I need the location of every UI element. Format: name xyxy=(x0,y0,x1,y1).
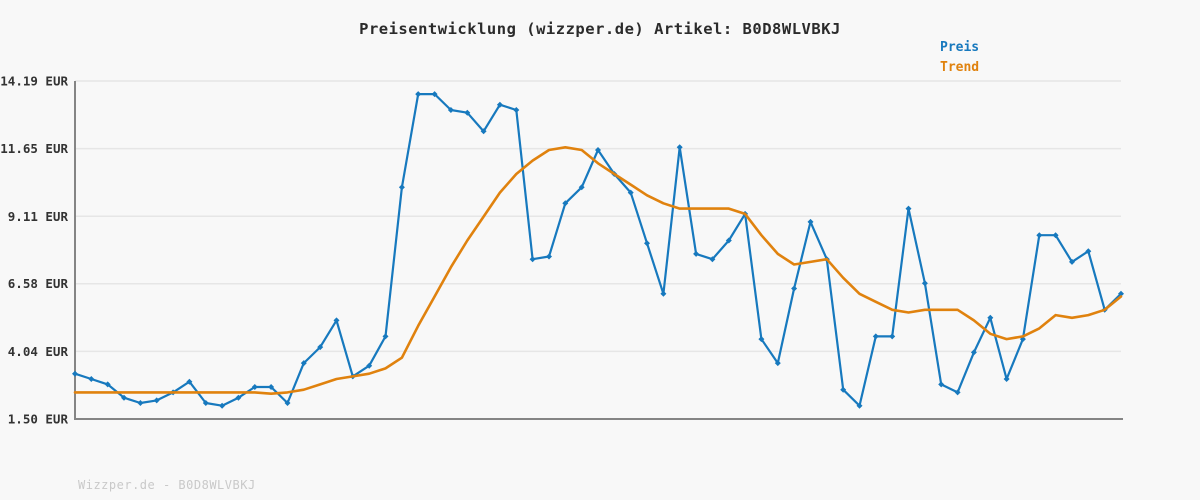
chart-legend: Preis Trend xyxy=(940,38,979,78)
price-line xyxy=(73,92,1123,407)
y-axis-tick-label: 6.58 EUR xyxy=(8,276,69,291)
legend-item-trend: Trend xyxy=(940,60,980,75)
y-axis-tick-label: 4.04 EUR xyxy=(8,344,69,359)
y-axis-tick-label: 1.50 EUR xyxy=(8,412,69,427)
y-axis-tick-label: 11.65 EUR xyxy=(0,141,68,156)
watermark-text: Wizzper.de - B0D8WLVBKJ xyxy=(78,478,256,492)
legend-item-preis: Preis xyxy=(940,40,980,55)
chart-title: Preisentwicklung (wizzper.de) Artikel: B… xyxy=(359,20,841,38)
y-axis-tick-label: 9.11 EUR xyxy=(8,209,69,224)
trend-line xyxy=(73,146,1123,396)
price-markers xyxy=(72,91,1124,409)
y-axis-tick-label: 14.19 EUR xyxy=(0,74,68,89)
